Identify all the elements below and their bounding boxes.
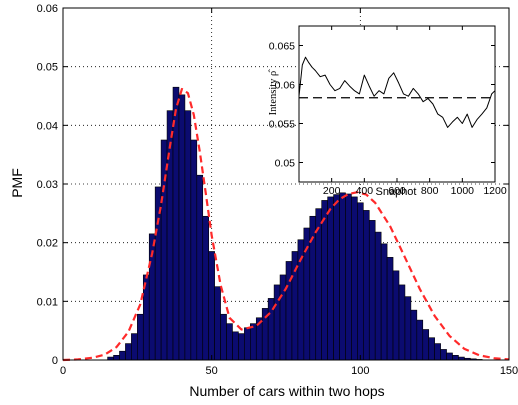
histogram-bar — [386, 257, 394, 361]
histogram-bar — [422, 329, 430, 361]
histogram-bar — [339, 192, 346, 361]
histogram-bar — [214, 286, 221, 361]
main-y-axis-label: PMF — [9, 168, 25, 198]
main-y-tick-label: 0 — [52, 355, 58, 367]
main-fit-curve — [62, 87, 510, 362]
inset-trace — [298, 56, 496, 128]
inset-y-tick-label: 0.065 — [269, 41, 295, 53]
inset-ticks: 200 400 600 800 1000 1200 0.05 0.055 0.06 0.065 — [269, 26, 507, 197]
histogram-bar — [327, 196, 334, 361]
inset-x-tick-label: 200 — [323, 185, 341, 197]
histogram-bar — [416, 319, 424, 361]
inset-x-tick-label: 1200 — [483, 185, 507, 197]
histogram-bar — [172, 86, 180, 361]
histogram-bar — [374, 231, 382, 361]
main-grid — [63, 8, 509, 360]
histogram-bar — [345, 193, 352, 361]
histogram-bar — [226, 323, 233, 361]
main-ticks: 0 50 100 150 0 0.01 0.02 0.03 0.04 0.05 0.06 — [37, 3, 518, 377]
main-x-tick-label: 50 — [206, 365, 218, 377]
histogram-bar — [244, 327, 251, 361]
main-y-tick-label: 0.06 — [37, 3, 58, 15]
histogram-bar — [321, 200, 328, 361]
histogram-bar — [398, 284, 406, 361]
histogram-bar — [232, 331, 239, 361]
main-y-tick-label: 0.03 — [37, 179, 58, 191]
histogram-bar — [113, 355, 120, 361]
main-x-axis-label: Number of cars within two hops — [189, 383, 384, 399]
histogram-bar — [273, 284, 281, 361]
histogram-bar — [178, 94, 186, 361]
inset-background — [299, 26, 495, 182]
histogram-bar — [380, 243, 388, 361]
histogram-bar — [190, 139, 198, 361]
histogram-bar — [446, 352, 453, 361]
inset-x-tick-label: 600 — [388, 185, 406, 197]
histogram-bar — [137, 313, 144, 361]
inset-x-tick-label: 800 — [421, 185, 439, 197]
main-y-tick-label: 0.02 — [37, 238, 58, 250]
main-x-tick-label: 150 — [500, 365, 518, 377]
histogram-bar — [160, 139, 168, 361]
main-x-tick-label: 100 — [351, 365, 369, 377]
inset-trace-line — [298, 56, 496, 128]
histogram-bar — [434, 343, 441, 361]
inset-y-tick-label: 0.055 — [269, 119, 295, 131]
histogram-bar — [279, 274, 287, 361]
main-histogram-bars — [107, 86, 483, 361]
histogram-bar — [351, 196, 358, 361]
inset-x-tick-label: 1000 — [451, 185, 475, 197]
fit-line — [62, 87, 510, 362]
histogram-bar — [119, 350, 126, 361]
histogram-bar — [250, 323, 257, 361]
histogram-bar — [333, 194, 340, 361]
histogram-bar — [238, 333, 245, 361]
inset-y-tick-label: 0.06 — [275, 80, 296, 92]
histogram-bar — [131, 333, 138, 361]
main-x-tick-label: 0 — [60, 365, 66, 377]
histogram-bar — [220, 313, 227, 361]
histogram-bar — [368, 220, 376, 361]
histogram-bar — [202, 215, 209, 361]
histogram-bar — [452, 355, 459, 361]
histogram-bar — [208, 251, 215, 361]
histogram-bar — [363, 210, 370, 361]
inset-y-tick-label: 0.05 — [275, 158, 296, 170]
histogram-bar — [428, 337, 435, 361]
histogram-bar — [125, 343, 132, 361]
inset-x-axis-label: Snaphot — [376, 186, 417, 198]
histogram-bar — [357, 202, 364, 361]
histogram-bar — [184, 110, 192, 361]
histogram-bar — [404, 296, 412, 361]
inset-x-tick-label: 400 — [356, 185, 374, 197]
main-y-tick-label: 0.01 — [37, 296, 58, 308]
histogram-bar — [410, 309, 418, 361]
histogram-bar — [440, 349, 447, 361]
inset-y-axis-label: Intensity ρ̂ — [268, 69, 279, 116]
main-y-tick-label: 0.05 — [37, 62, 58, 74]
histogram-bar — [392, 270, 400, 361]
histogram-bar — [196, 174, 204, 361]
main-y-tick-label: 0.04 — [37, 120, 58, 132]
